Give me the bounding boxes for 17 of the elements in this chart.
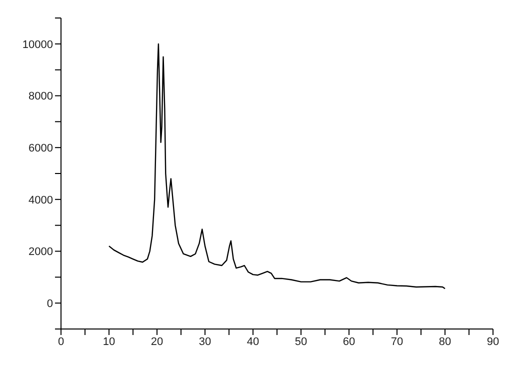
y-tick-label: 4000	[28, 194, 53, 206]
y-tick-label: 6000	[28, 142, 53, 154]
x-tick-label: 40	[246, 336, 260, 348]
x-tick-label: 0	[58, 336, 64, 348]
line-series	[108, 43, 446, 290]
x-tick-label: 10	[102, 336, 116, 348]
x-tick-label: 60	[342, 336, 356, 348]
x-tick-label: 50	[294, 336, 308, 348]
x-tick-label: 30	[198, 336, 212, 348]
y-tick-label: 2000	[28, 246, 53, 258]
x-tick-label: 20	[150, 336, 164, 348]
x-tick-label: 70	[390, 336, 404, 348]
y-tick-label: 10000	[22, 38, 53, 51]
x-tick-label: 90	[486, 336, 500, 348]
y-tick-label: 0	[46, 298, 53, 310]
y-tick-label: 8000	[28, 90, 53, 103]
x-tick-label: 80	[438, 336, 452, 348]
